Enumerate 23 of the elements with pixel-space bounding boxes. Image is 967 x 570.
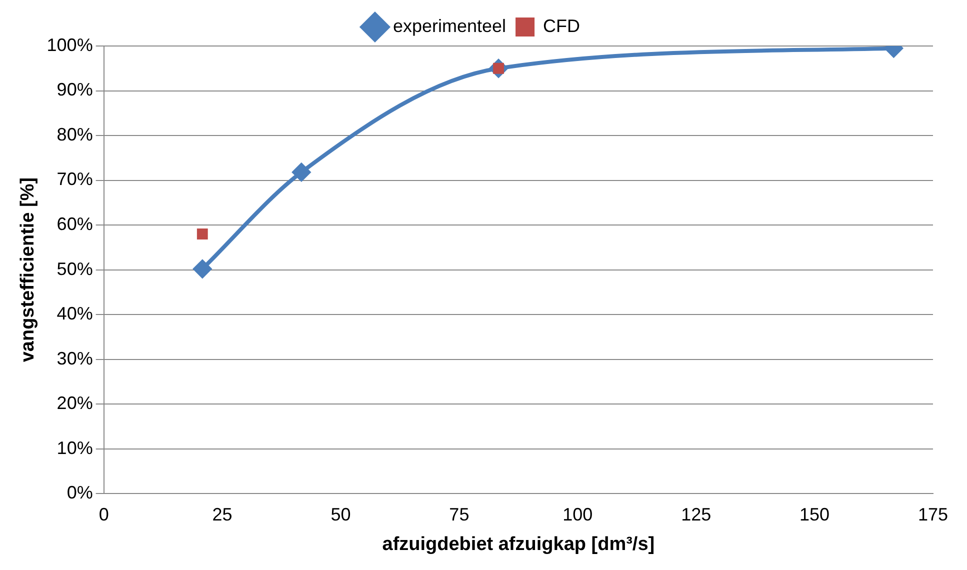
x-tick-label: 0 — [98, 504, 109, 524]
x-tick-label: 150 — [800, 504, 830, 524]
x-tick-label: 100 — [562, 504, 593, 524]
y-tick-label: 40% — [56, 304, 93, 324]
x-tick-label: 125 — [681, 504, 712, 524]
y-tick-label: 30% — [56, 348, 93, 368]
y-tick-label: 0% — [66, 482, 93, 503]
x-axis-title: afzuigdebiet afzuigkap [dm³/s] — [382, 534, 655, 555]
y-axis-title: vangstefficientie [%] — [18, 177, 39, 362]
y-tick-label: 70% — [56, 169, 93, 190]
y-tick-label: 10% — [56, 438, 93, 458]
x-tick-label: 25 — [212, 504, 232, 524]
y-tick-label: 100% — [46, 34, 93, 55]
legend-label: experimenteel — [392, 16, 506, 36]
x-tick-label: 175 — [918, 504, 948, 524]
y-tick-label: 50% — [56, 258, 93, 279]
y-tick-label: 90% — [56, 80, 93, 100]
legend-label: CFD — [543, 16, 580, 36]
x-tick-label: 75 — [449, 504, 470, 524]
y-tick-label: 20% — [56, 393, 93, 414]
x-tick-label: 50 — [330, 504, 351, 524]
y-tick-label: 80% — [56, 124, 93, 144]
y-tick-label: 60% — [56, 214, 93, 234]
